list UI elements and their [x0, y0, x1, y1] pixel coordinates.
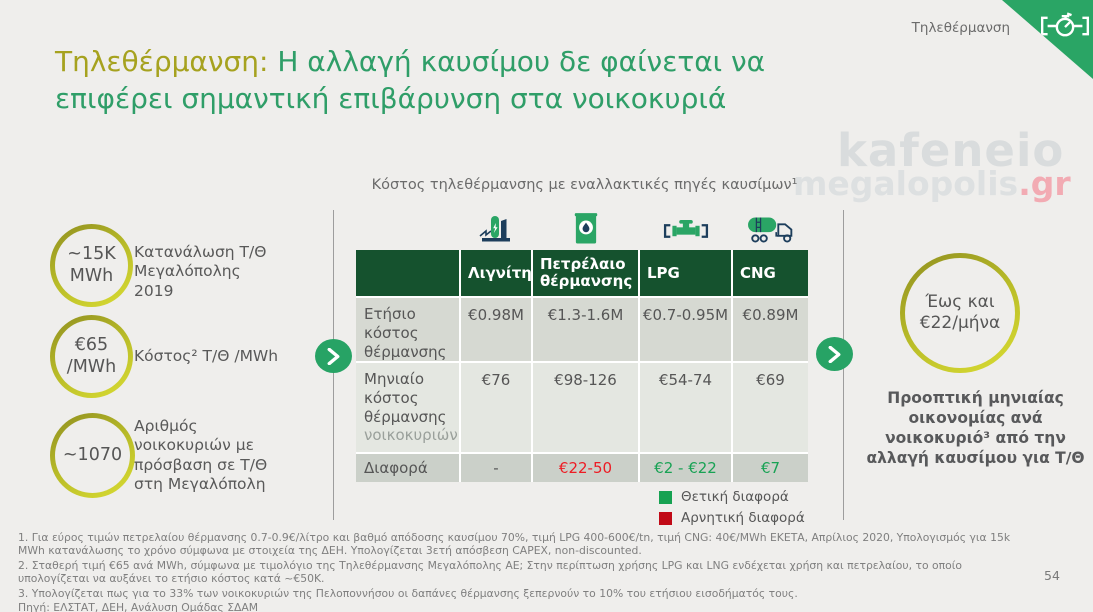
table-value: €76	[461, 363, 531, 452]
footnotes: 1. Για εύρος τιμών πετρελαίου θέρμανσης …	[18, 531, 1030, 612]
stat-value: €65 /MWh	[55, 320, 128, 393]
table-value-positive: €7	[733, 454, 808, 482]
table-header-lignite: Λιγνίτης	[461, 250, 541, 296]
stat-value: ~1070	[55, 418, 130, 493]
title-rest: Η αλλαγή καυσίμου δε φαίνεται να επιφέρε…	[55, 45, 766, 115]
stat-circle-consumption: ~15K MWh	[50, 224, 133, 307]
stat-label-consumption: Κατανάλωση Τ/Θ Μεγαλόπολης 2019	[134, 243, 267, 300]
lpg-valve-icon	[663, 220, 708, 238]
fuel-icons-row	[356, 204, 808, 246]
table-header-heating-oil: Πετρέλαιο θέρμανσης	[533, 250, 638, 296]
table-value: €69	[733, 363, 808, 452]
footnote-1: 1. Για εύρος τιμών πετρελαίου θέρμανσης …	[18, 531, 1011, 558]
savings-description: Προοπτική μηνιαίας οικονομίας ανά νοικοκ…	[866, 389, 1085, 468]
page-number: 54	[1044, 568, 1060, 583]
table-header-lpg: LPG	[640, 250, 731, 296]
stat-circle-cost: €65 /MWh	[50, 315, 133, 398]
table-header-cng: CNG	[733, 250, 808, 296]
lignite-plant-icon	[479, 216, 510, 242]
section-label: Τηλεθέρμανση	[911, 20, 1010, 36]
negative-swatch-icon	[659, 511, 672, 525]
savings-circle: Έως και €22/μήνα	[900, 253, 1020, 373]
watermark: kafeneio megalopolis.gr	[793, 128, 1093, 200]
title-prefix: Τηλεθέρμανση:	[55, 45, 269, 78]
stat-value: ~15K MWh	[55, 229, 128, 302]
left-arrow-icon	[315, 339, 352, 373]
watermark-line2: megalopolis.gr	[793, 164, 1071, 203]
table-value-negative: €22-50	[533, 454, 638, 482]
table-header-empty	[356, 250, 459, 296]
savings-value: Έως και €22/μήνα	[905, 258, 1015, 368]
watermark-line1: kafeneio	[837, 124, 1065, 177]
table-title: Κόστος τηλεθέρμανσης με εναλλακτικές πηγ…	[371, 177, 798, 193]
legend-item-negative: Αρνητική διαφορά	[659, 510, 805, 526]
table-value: €0.89M	[733, 298, 808, 361]
right-arrow-icon	[816, 337, 853, 371]
table-value: €0.7-0.95M	[640, 298, 731, 361]
table-value: €98-126	[533, 363, 638, 452]
page-title: Τηλεθέρμανση: Η αλλαγή καυσίμου δε φαίνε…	[55, 44, 855, 118]
stat-label-households: Αριθμός νοικοκυριών με πρόσβαση σε Τ/Θ σ…	[134, 417, 268, 494]
source-line: Πηγή: ΕΛΣΤΑΤ, ΔΕΗ, Ανάλυση Ομάδας ΣΔΑΜ	[18, 601, 259, 612]
positive-swatch-icon	[659, 490, 672, 504]
row-label-monthly-cost: Μηνιαίο κόστος θέρμανσης νοικοκυριών	[356, 363, 459, 452]
table-value: €54-74	[640, 363, 731, 452]
row-label-annual-cost: Ετήσιο κόστος θέρμανσης	[356, 298, 459, 361]
pipeline-icon	[1040, 12, 1090, 37]
table-value-positive: €2 - €22	[640, 454, 731, 482]
table-value: €0.98M	[461, 298, 531, 361]
corner-banner	[1002, 0, 1093, 79]
stat-circle-households: ~1070	[50, 413, 135, 498]
cng-truck-icon	[747, 217, 792, 243]
footnote-2: 2. Σταθερή τιμή €65 ανά MWh, σύμφωνα με …	[18, 558, 963, 586]
row-label-difference: Διαφορά	[356, 454, 459, 482]
stat-label-cost: Κόστος² Τ/Θ /MWh	[134, 347, 279, 365]
row-label-sub: νοικοκυριών	[364, 426, 458, 445]
footnote-3: 3. Υπολογίζεται πως για το 33% των νοικο…	[18, 586, 798, 600]
table-value: -	[461, 454, 531, 482]
oil-barrel-icon	[574, 213, 597, 244]
table-value: €1.3-1.6M	[533, 298, 638, 361]
cost-table: Λιγνίτης Πετρέλαιο θέρμανσης LPG CNG Ετή…	[356, 250, 808, 482]
legend-item-positive: Θετική διαφορά	[659, 489, 805, 505]
legend: Θετική διαφορά Αρνητική διαφορά	[659, 489, 805, 531]
